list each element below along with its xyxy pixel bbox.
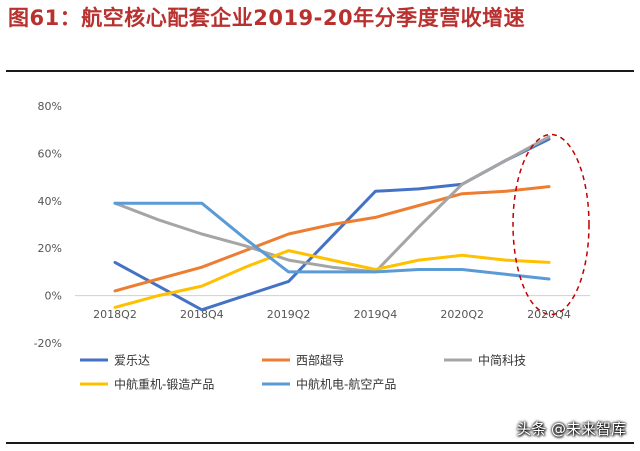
highlight-ellipse <box>512 133 590 316</box>
annotations <box>512 133 590 316</box>
y-tick-label: 40% <box>38 195 62 208</box>
series-line <box>113 185 551 293</box>
x-axis-labels: 2018Q2 2018Q4 2019Q2 2019Q4 2020Q2 2020Q4 <box>93 308 571 321</box>
y-tick-label: 20% <box>38 242 62 255</box>
x-tick-label: 2019Q4 <box>354 308 398 321</box>
legend-label: 西部超导 <box>296 353 344 368</box>
y-tick-label: -20% <box>34 337 62 350</box>
series-line <box>113 249 551 309</box>
legend-label: 爱乐达 <box>114 354 150 368</box>
x-tick-label: 2019Q2 <box>267 308 311 321</box>
series-lines <box>113 135 551 312</box>
series-line <box>113 135 551 274</box>
y-tick-label: 0% <box>45 290 62 303</box>
x-tick-label: 2018Q4 <box>180 308 224 321</box>
y-axis-labels: -20% 0% 20% 40% 60% 80% <box>34 100 62 350</box>
y-tick-label: 80% <box>38 100 62 113</box>
watermark-text: 头条 @未来智库 <box>516 420 626 438</box>
figure-title: 图61：航空核心配套企业2019-20年分季度营收增速 <box>8 6 526 30</box>
bottom-rule <box>6 442 634 444</box>
legend-label: 中航机电-航空产品 <box>296 377 396 392</box>
x-tick-label: 2020Q4 <box>527 308 571 321</box>
top-rule <box>6 70 634 72</box>
x-tick-label: 2020Q2 <box>440 308 484 321</box>
x-tick-label: 2018Q2 <box>93 308 137 321</box>
legend-label: 中简科技 <box>478 353 526 368</box>
legend-label: 中航重机-锻造产品 <box>114 377 214 392</box>
y-tick-label: 60% <box>38 147 62 160</box>
series-line <box>113 201 551 281</box>
